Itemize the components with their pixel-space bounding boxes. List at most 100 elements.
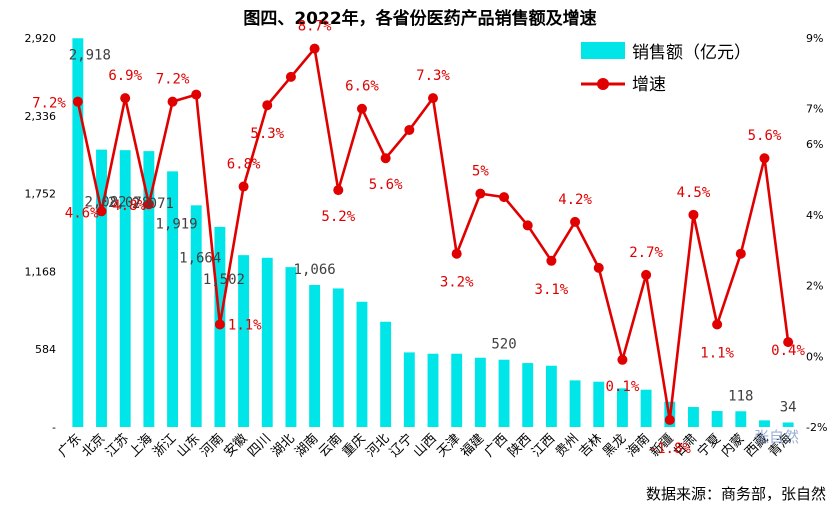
- growth-value-label: 4.2%: [558, 192, 592, 208]
- category-label: 四川: [245, 431, 274, 460]
- growth-point: [356, 103, 367, 114]
- bar-value-label: 1,664: [179, 250, 221, 266]
- growth-point: [522, 220, 533, 231]
- growth-point: [380, 153, 391, 164]
- category-label: 山东: [174, 431, 203, 460]
- bar-value-label: 2,082: [84, 195, 126, 211]
- legend-line-label: 增速: [632, 75, 666, 95]
- bar: [688, 407, 699, 427]
- right-tick-label: 9%: [806, 32, 823, 45]
- growth-value-label: 6.8%: [227, 157, 261, 173]
- legend-bar-label: 销售额（亿元）: [632, 43, 751, 63]
- bar: [167, 171, 178, 427]
- growth-point: [167, 96, 178, 107]
- source-note: 数据来源：商务部，张自然: [646, 485, 826, 503]
- bar: [735, 411, 747, 427]
- growth-point: [664, 414, 675, 425]
- bar: [759, 420, 770, 427]
- bar: [522, 363, 534, 427]
- growth-point: [546, 255, 557, 266]
- growth-point: [499, 192, 510, 203]
- left-tick-label: 1,168: [25, 265, 57, 278]
- watermark: 张自然: [754, 428, 799, 446]
- bar: [569, 380, 581, 427]
- growth-point: [120, 93, 131, 104]
- growth-value-label: 0.4%: [771, 343, 805, 359]
- bar: [96, 149, 107, 427]
- growth-value-label: 5.6%: [369, 177, 403, 193]
- category-label: 辽宁: [386, 431, 416, 461]
- growth-point: [735, 248, 746, 259]
- growth-point: [191, 89, 202, 100]
- right-tick-label: 0%: [806, 350, 823, 363]
- bar-value-label: 1,502: [203, 272, 245, 288]
- bar: [545, 365, 557, 427]
- bar: [640, 389, 652, 427]
- growth-value-label: 5%: [472, 164, 489, 180]
- category-label: 北京: [79, 431, 108, 460]
- category-label: 宁夏: [694, 431, 724, 461]
- bar: [593, 381, 605, 427]
- left-axis-ticks: - 584 1,168 1,752 2,336 2,920: [25, 32, 57, 434]
- bar: [190, 205, 202, 427]
- right-tick-label: 6%: [806, 138, 823, 151]
- growth-point: [688, 209, 699, 220]
- growth-value-label: 3.2%: [440, 275, 474, 291]
- bar-value-label: 118: [728, 388, 753, 404]
- category-label: 广东: [56, 431, 85, 460]
- bar: [427, 353, 439, 427]
- growth-point: [96, 206, 107, 217]
- growth-point: [570, 216, 581, 227]
- category-label: 广西: [482, 431, 511, 460]
- category-label: 福建: [458, 431, 487, 460]
- growth-value-label: 3.1%: [535, 282, 569, 298]
- left-tick-label: 584: [35, 343, 56, 356]
- bar: [498, 359, 510, 427]
- bar-value-label: 34: [780, 399, 797, 415]
- growth-point: [143, 199, 154, 210]
- category-label: 山西: [411, 431, 440, 460]
- right-tick-label: 4%: [806, 209, 823, 222]
- right-axis-ticks: -2% 0% 2% 4% 6% 7% 9%: [806, 32, 827, 434]
- bar: [285, 267, 297, 427]
- growth-value-label: 6.9%: [108, 68, 142, 84]
- growth-value-label: 5.3%: [250, 126, 284, 142]
- bar: [261, 257, 273, 427]
- growth-point: [593, 262, 604, 273]
- bar: [403, 352, 415, 427]
- growth-point: [712, 319, 723, 330]
- category-label: 湖北: [269, 431, 298, 460]
- growth-point: [783, 337, 794, 348]
- growth-value-label: 7.2%: [156, 72, 190, 88]
- bar: [616, 388, 628, 427]
- bar: [782, 422, 794, 427]
- bar-value-label: 1,919: [155, 216, 197, 232]
- growth-line-series: [72, 43, 794, 425]
- growth-point: [475, 188, 486, 199]
- right-tick-label: 2%: [806, 280, 823, 293]
- category-label: 湖南: [292, 431, 322, 461]
- growth-point: [238, 181, 249, 192]
- bar-value-label: 2,078: [108, 195, 150, 211]
- growth-value-label: 4.8%: [112, 198, 146, 214]
- category-label: 陕西: [506, 431, 535, 460]
- bar: [451, 353, 463, 427]
- growth-point: [214, 319, 225, 330]
- bar: [143, 151, 155, 427]
- right-tick-label: 7%: [806, 103, 823, 116]
- category-label: 江西: [529, 431, 558, 460]
- growth-point: [72, 96, 83, 107]
- category-label: 河北: [363, 431, 392, 460]
- growth-value-label: 1.1%: [228, 317, 262, 333]
- growth-value-label: 1.1%: [700, 345, 734, 361]
- bar: [72, 38, 84, 427]
- bar-value-label: 1,066: [294, 262, 336, 278]
- growth-point: [759, 153, 770, 164]
- bar: [238, 255, 250, 427]
- left-tick-label: 2,336: [25, 110, 57, 123]
- bar-value-label: 2,071: [132, 196, 174, 212]
- growth-value-label: -1.8%: [649, 441, 692, 457]
- growth-value-label: 0.1%: [606, 379, 640, 395]
